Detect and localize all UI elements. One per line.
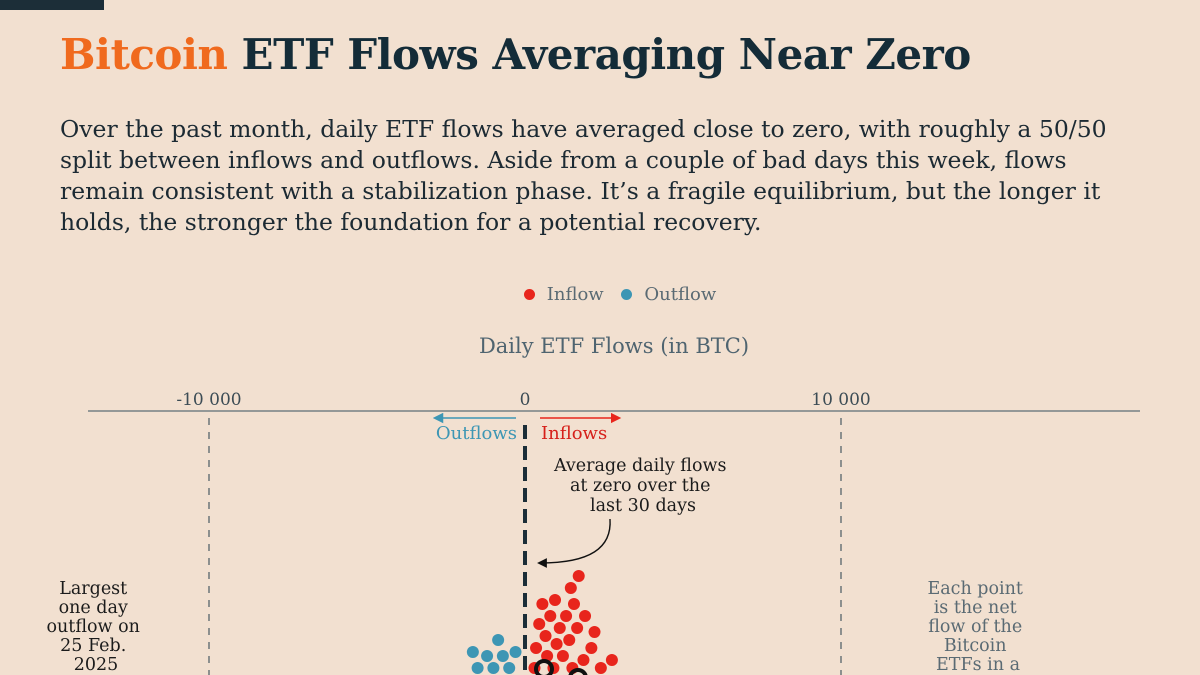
- outflow-point: [487, 662, 500, 674]
- highlight-ring: [568, 668, 588, 675]
- inflow-point: [563, 634, 576, 646]
- x-tick-label: -10 000: [176, 390, 241, 410]
- legend-item-inflow: Inflow: [523, 284, 604, 305]
- inflow-point: [579, 610, 592, 622]
- inflow-point: [553, 622, 566, 634]
- outflow-point: [509, 646, 522, 658]
- inflow-point: [533, 618, 546, 630]
- inflow-point: [564, 582, 577, 594]
- legend-label-inflow: Inflow: [546, 284, 604, 305]
- inflow-point: [571, 622, 584, 634]
- outflow-point: [471, 662, 484, 674]
- inflow-point: [549, 594, 562, 606]
- legend-item-outflow: Outflow: [621, 284, 716, 305]
- x-axis-ticks: -10 000 0 10 000: [176, 390, 871, 675]
- inflow-point: [544, 610, 557, 622]
- inflow-point: [539, 630, 552, 642]
- inflow-point: [556, 650, 569, 662]
- flow-points: [466, 570, 618, 674]
- top-accent-bar: [0, 0, 104, 10]
- inflow-point: [541, 650, 554, 662]
- each-point-annotation: Each point is the net flow of the Bitcoi…: [927, 579, 1028, 675]
- outflows-label: Outflows: [436, 423, 517, 444]
- average-pointer-arrow: [537, 518, 611, 568]
- outflow-point: [496, 650, 509, 662]
- inflow-point: [560, 610, 573, 622]
- inflow-point: [588, 626, 601, 638]
- legend: Inflow Outflow: [0, 284, 1200, 305]
- inflows-label: Inflows: [541, 423, 607, 444]
- legend-dot-outflow: [621, 289, 633, 300]
- title-rest: ETF Flows Averaging Near Zero: [227, 30, 972, 79]
- inflow-point: [567, 598, 580, 610]
- chart-title: Daily ETF Flows (in BTC): [478, 334, 750, 358]
- subtitle: Over the past month, daily ETF flows hav…: [60, 115, 1107, 236]
- outflow-point: [466, 646, 479, 658]
- x-tick-label: 0: [520, 390, 531, 410]
- legend-label-outflow: Outflow: [644, 284, 717, 305]
- outflow-point: [481, 650, 494, 662]
- outflow-point: [492, 634, 505, 646]
- largest-outflow-annotation: Largest one day outflow on 25 Feb. 2025: [47, 579, 146, 675]
- inflow-point: [530, 642, 543, 654]
- inflow-point: [536, 598, 549, 610]
- legend-dot-inflow: [523, 289, 535, 300]
- page-title: Bitcoin ETF Flows Averaging Near Zero: [60, 30, 971, 79]
- inflow-point: [605, 654, 618, 666]
- inflow-point: [572, 570, 585, 582]
- x-tick-label: 10 000: [811, 390, 870, 410]
- outflow-point: [503, 662, 516, 674]
- inflow-point: [594, 662, 607, 674]
- inflow-point: [577, 654, 590, 666]
- inflow-point: [550, 638, 563, 650]
- title-accent: Bitcoin: [60, 30, 228, 79]
- highlight-ring: [534, 659, 554, 675]
- average-annotation: Average daily flows at zero over the las…: [553, 456, 732, 516]
- inflow-point: [585, 642, 598, 654]
